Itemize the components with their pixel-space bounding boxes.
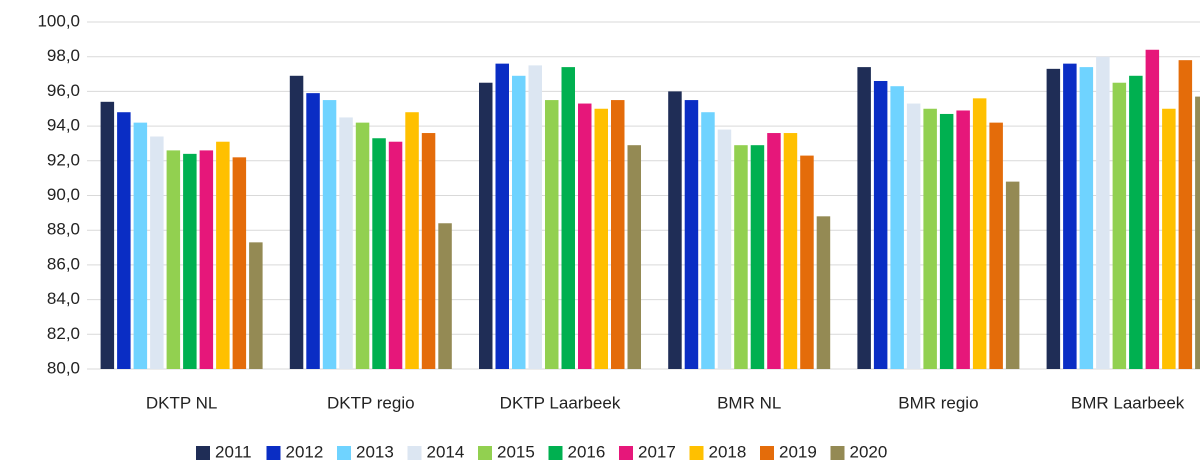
bar: [611, 100, 625, 369]
bar: [1079, 67, 1094, 370]
bar: [1145, 49, 1160, 369]
bar: [923, 108, 937, 369]
bar: [495, 63, 509, 369]
bar: [1005, 181, 1020, 369]
x-tick-label: DKTP Laarbeek: [500, 393, 621, 412]
bar: [1096, 56, 1110, 369]
bar: [684, 100, 699, 369]
bar: [1046, 68, 1061, 369]
legend-swatch: [548, 446, 563, 460]
legend-swatch: [196, 446, 210, 460]
bar: [421, 133, 436, 369]
bar: [232, 157, 247, 369]
bar: [249, 242, 263, 369]
bar: [800, 155, 814, 369]
legend-label: 2015: [497, 442, 535, 461]
bar: [438, 223, 452, 369]
y-tick-label: 82,0: [47, 324, 80, 343]
bar: [216, 141, 230, 369]
legend-label: 2012: [286, 442, 324, 461]
legend-swatch: [619, 446, 633, 460]
bar: [528, 65, 542, 369]
bar: [150, 136, 164, 369]
bar: [627, 145, 641, 369]
bar: [339, 117, 353, 369]
bar: [1112, 82, 1127, 369]
bar: [355, 122, 370, 369]
x-tick-label: BMR regio: [898, 393, 978, 412]
bar: [405, 112, 419, 369]
bar: [956, 110, 970, 370]
bar: [1129, 75, 1143, 369]
bar: [668, 91, 682, 370]
bar: [972, 98, 987, 369]
y-tick-label: 92,0: [47, 150, 80, 169]
bar: [578, 103, 592, 370]
legend-swatch: [760, 446, 774, 460]
y-tick-label: 86,0: [47, 254, 80, 273]
bar: [545, 100, 559, 369]
y-tick-label: 90,0: [47, 185, 80, 204]
bar: [100, 101, 115, 369]
legend-label: 2019: [779, 442, 817, 461]
bar: [322, 100, 337, 369]
bar: [117, 112, 131, 369]
x-tick-label: BMR NL: [717, 393, 781, 412]
bar: [166, 150, 181, 369]
bar: [783, 133, 798, 369]
y-tick-label: 88,0: [47, 220, 80, 239]
bar: [717, 129, 732, 369]
legend-swatch: [689, 446, 704, 460]
bar: [873, 80, 888, 370]
bar: [306, 93, 320, 369]
bar: [594, 108, 608, 369]
bar: [199, 150, 214, 369]
bar: [816, 216, 831, 369]
bar: [512, 75, 526, 369]
legend-label: 2016: [568, 442, 606, 461]
bar: [939, 113, 954, 369]
bar: [289, 75, 304, 369]
bar: [372, 138, 386, 369]
bar: [734, 145, 748, 369]
legend-label: 2017: [638, 442, 676, 461]
bar: [183, 153, 197, 369]
bar: [561, 67, 575, 370]
bar: [906, 103, 921, 370]
bar: [890, 86, 904, 369]
bar: [1162, 108, 1176, 369]
y-tick-label: 84,0: [47, 289, 80, 308]
bar: [767, 133, 781, 369]
y-tick-label: 98,0: [47, 46, 80, 65]
x-tick-label: BMR Laarbeek: [1071, 393, 1185, 412]
y-tick-label: 96,0: [47, 81, 80, 100]
bar: [750, 145, 765, 369]
bar: [133, 122, 148, 369]
y-tick-label: 80,0: [47, 358, 80, 377]
legend-label: 2011: [215, 442, 252, 461]
bar: [857, 67, 871, 370]
legend-swatch: [337, 446, 351, 460]
bar: [1178, 60, 1193, 370]
legend-swatch: [478, 446, 492, 460]
bar: [388, 141, 403, 369]
bar: [1063, 63, 1077, 369]
x-tick-label: DKTP regio: [327, 393, 415, 412]
bar: [701, 112, 715, 369]
legend-label: 2014: [427, 442, 465, 461]
bar: [989, 122, 1003, 369]
legend-swatch: [407, 446, 422, 460]
legend-swatch: [266, 446, 281, 460]
y-tick-label: 100,0: [37, 11, 80, 30]
bar: [479, 82, 493, 369]
legend-swatch: [830, 446, 845, 460]
x-tick-label: DKTP NL: [146, 393, 218, 412]
legend-label: 2020: [850, 442, 888, 461]
y-tick-label: 94,0: [47, 116, 80, 135]
bar: [1195, 96, 1200, 369]
legend-label: 2013: [356, 442, 394, 461]
legend-label: 2018: [709, 442, 747, 461]
